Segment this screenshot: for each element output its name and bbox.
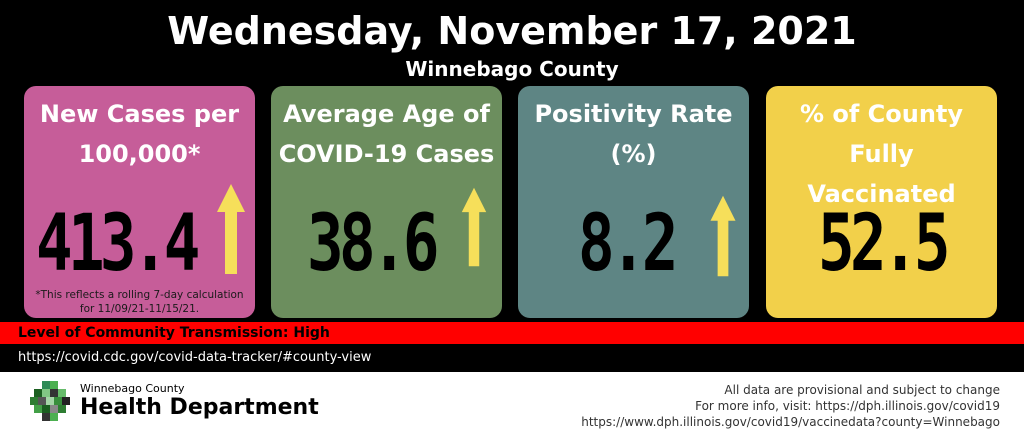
community-transmission-band: Level of Community Transmission: High: [0, 322, 1024, 344]
card-positivity-rate: Positivity Rate (%) 8.2: [518, 86, 749, 318]
new-cases-value: 413.4: [36, 199, 200, 289]
footnote-line: for 11/09/21-11/15/21.: [79, 303, 200, 315]
cdc-tracker-link[interactable]: https://covid.cdc.gov/covid-data-tracker…: [18, 350, 372, 365]
disclaimer-link-vaccine[interactable]: https://www.dph.illinois.gov/covid19/vac…: [581, 415, 1000, 429]
card-title: % of County Fully Vaccinated: [772, 94, 991, 214]
card-title-line: 100,000*: [78, 140, 201, 168]
card-title: Positivity Rate (%): [524, 94, 743, 174]
card-title-line: % of County: [799, 100, 964, 128]
page-title: Wednesday, November 17, 2021: [167, 9, 857, 53]
fully-vaccinated-value: 52.5: [818, 199, 950, 289]
card-title-line: COVID-19 Cases: [278, 140, 495, 168]
footnote-line: *This reflects a rolling 7-day calculati…: [35, 289, 244, 301]
rolling-calculation-footnote: *This reflects a rolling 7-day calculati…: [30, 288, 249, 316]
card-title-line: Positivity Rate: [534, 100, 733, 128]
card-average-age: Average Age of COVID-19 Cases 38.6: [271, 86, 502, 318]
card-title: Average Age of COVID-19 Cases: [277, 94, 496, 174]
org-name-large: Health Department: [80, 395, 319, 420]
arrow-up-icon: [710, 195, 736, 277]
positivity-rate-value: 8.2: [578, 199, 679, 289]
arrow-up-icon: [217, 184, 245, 274]
card-new-cases: New Cases per 100,000* 413.4 *This refle…: [24, 86, 255, 318]
card-fully-vaccinated: % of County Fully Vaccinated 52.5: [766, 86, 997, 318]
card-title-line: New Cases per: [39, 100, 240, 128]
card-title-line: (%): [610, 140, 657, 168]
data-disclaimer: All data are provisional and subject to …: [581, 382, 1000, 430]
disclaimer-line: All data are provisional and subject to …: [724, 383, 1000, 397]
org-name-small: Winnebago County: [80, 382, 185, 395]
card-title-line: Average Age of: [283, 100, 490, 128]
county-subtitle: Winnebago County: [405, 57, 619, 81]
health-department-logo-icon: [30, 381, 70, 421]
card-title: New Cases per 100,000*: [30, 94, 249, 174]
average-age-value: 38.6: [307, 199, 439, 289]
disclaimer-link-idph[interactable]: For more info, visit: https://dph.illino…: [695, 399, 1000, 413]
community-transmission-label: Level of Community Transmission: High: [18, 325, 330, 341]
arrow-up-icon: [461, 187, 487, 267]
card-title-line: Fully Vaccinated: [807, 140, 956, 208]
